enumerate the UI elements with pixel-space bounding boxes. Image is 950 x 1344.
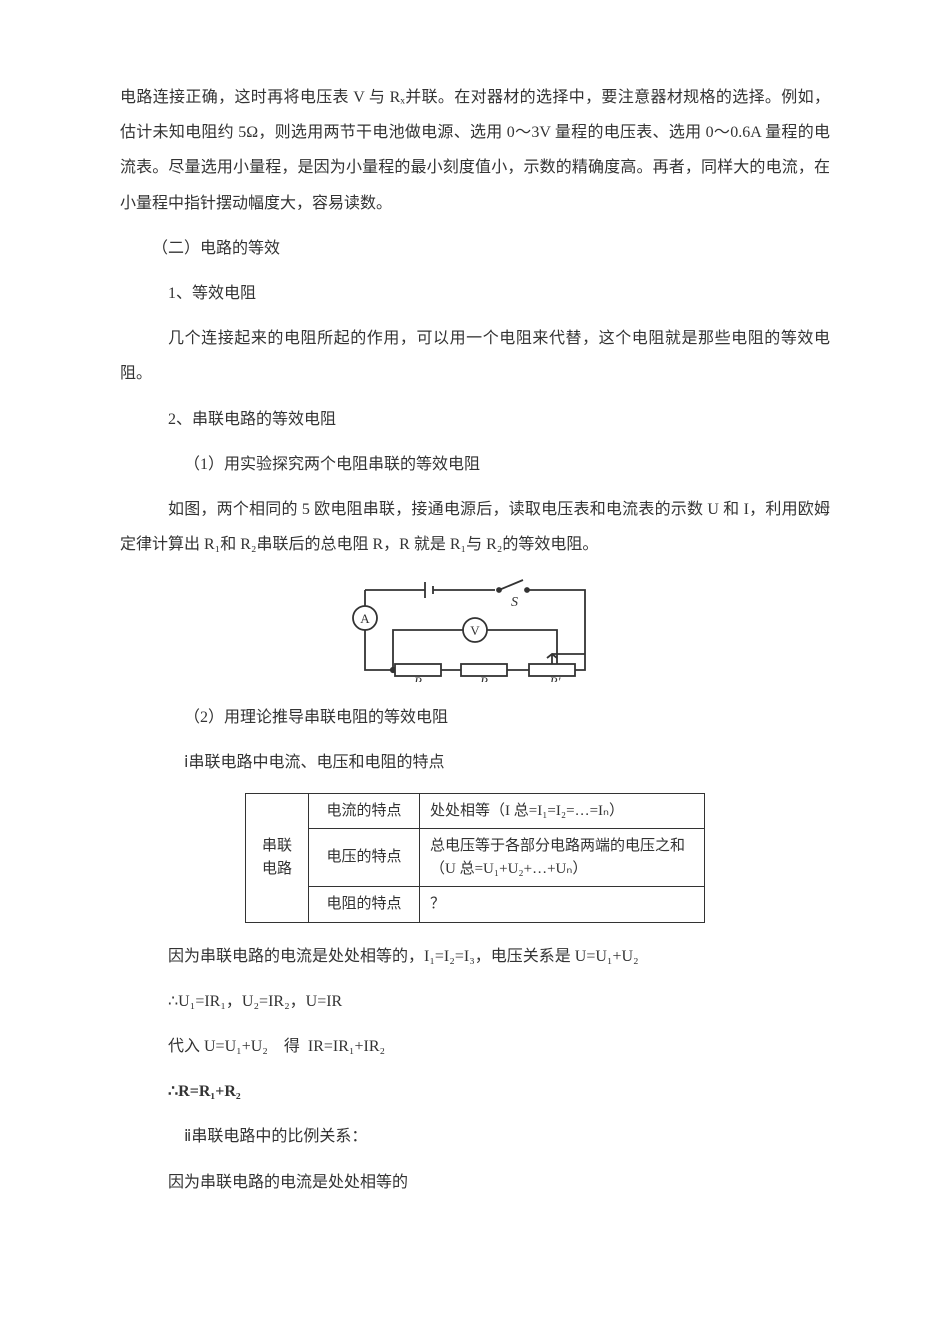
point-ii-heading: ⅱ串联电路中的比例关系：: [120, 1119, 830, 1154]
rheostat-label: R': [549, 674, 561, 682]
subsection-2-2-heading: 2、串联电路的等效电阻: [120, 402, 830, 437]
resistor-r2-label: R: [479, 674, 488, 682]
table-current-head: 电流的特点: [309, 793, 420, 829]
derivation-result: ∴R=R₁+R₂: [120, 1074, 830, 1109]
subsection-2-1-heading: 1、等效电阻: [120, 276, 830, 311]
table-current-cell: 处处相等（I 总=I₁=I₂=…=Iₙ）: [420, 793, 705, 829]
table-voltage-cell: 总电压等于各部分电路两端的电压之和（U 总=U₁+U₂+…+Uₙ）: [420, 829, 705, 887]
series-circuit-table: 串联电路 电流的特点 处处相等（I 总=I₁=I₂=…=Iₙ） 电压的特点 总电…: [245, 793, 705, 923]
table-resistance-head: 电阻的特点: [309, 887, 420, 923]
intro-paragraph: 电路连接正确，这时再将电压表 V 与 Rₓ并联。在对器材的选择中，要注意器材规格…: [120, 80, 830, 221]
section-2-heading: （二）电路的等效: [120, 231, 830, 266]
derivation-line-2: ∴U₁=IR₁，U₂=IR₂，U=IR: [120, 984, 830, 1019]
experiment-paragraph: 如图，两个相同的 5 欧电阻串联，接通电源后，读取电压表和电流表的示数 U 和 …: [120, 492, 830, 562]
switch-label: S: [511, 595, 518, 610]
circuit-diagram: S A V R R R': [325, 572, 625, 682]
table-rowhead: 串联电路: [246, 793, 309, 922]
ratio-intro: 因为串联电路的电流是处处相等的: [120, 1165, 830, 1200]
table-voltage-head: 电压的特点: [309, 829, 420, 887]
voltmeter-label: V: [470, 623, 480, 638]
ammeter-label: A: [360, 611, 370, 626]
item-2-2-1: （1）用实验探究两个电阻串联的等效电阻: [120, 447, 830, 482]
equivalent-resistance-def: 几个连接起来的电阻所起的作用，可以用一个电阻来代替，这个电阻就是那些电阻的等效电…: [120, 321, 830, 391]
derivation-line-3: 代入 U=U₁+U₂ 得 IR=IR₁+IR₂: [120, 1029, 830, 1064]
resistor-r1-label: R: [413, 674, 422, 682]
point-i-heading: ⅰ串联电路中电流、电压和电阻的特点: [120, 745, 830, 780]
derivation-line-1: 因为串联电路的电流是处处相等的，I₁=I₂=I₃，电压关系是 U=U₁+U₂: [120, 939, 830, 974]
table-resistance-cell: ？: [420, 887, 705, 923]
item-2-2-2: （2）用理论推导串联电阻的等效电阻: [120, 700, 830, 735]
